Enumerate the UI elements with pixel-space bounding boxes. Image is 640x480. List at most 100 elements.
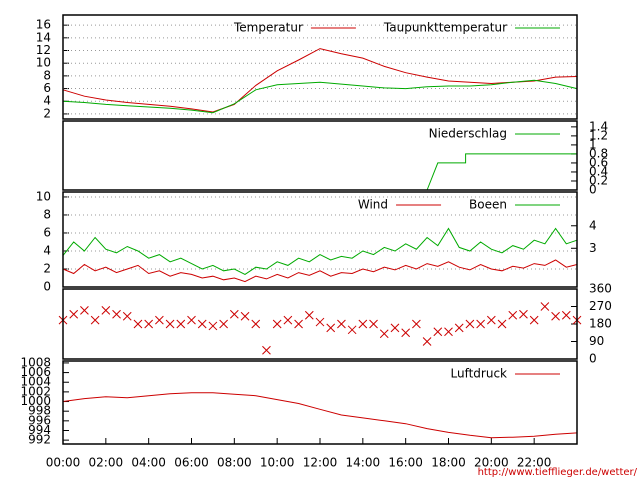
data-point [112, 309, 121, 319]
cross-stroke [422, 337, 432, 346]
x-tick-label: 12:00 [303, 456, 338, 470]
cross-stroke [326, 323, 336, 333]
cross-stroke [337, 319, 346, 329]
cross-stroke [69, 309, 79, 319]
panel-frame [62, 191, 578, 288]
data-point [444, 327, 453, 337]
x-tick-label: 20:00 [474, 456, 509, 470]
x-tick-label: 16:00 [388, 456, 423, 470]
cross-stroke [101, 306, 111, 315]
panel-frame [62, 120, 578, 191]
x-tick-label: 14:00 [346, 456, 381, 470]
y-tick-label: 1008 [20, 355, 51, 369]
data-point [133, 319, 143, 329]
data-point [144, 319, 154, 329]
y-tick-label: 2 [43, 106, 51, 120]
data-point [390, 323, 400, 333]
y-tick-label: 4 [43, 243, 51, 257]
cross-stroke [476, 319, 485, 329]
data-point [90, 315, 100, 325]
legend-label: Niederschlag [429, 127, 507, 141]
data-point [176, 319, 186, 329]
cross-stroke [497, 319, 507, 329]
data-point [122, 311, 132, 321]
x-tick-label: 18:00 [431, 456, 466, 470]
y-tick-label: 994 [28, 423, 51, 437]
cross-stroke [219, 319, 228, 329]
data-point [540, 302, 550, 311]
data-point [294, 319, 303, 329]
data-point [165, 319, 175, 329]
data-point [326, 323, 336, 333]
y-tick-label: 10 [36, 56, 51, 70]
y-tick-label: 1000 [20, 394, 51, 408]
data-point [251, 319, 261, 329]
data-point [304, 310, 314, 320]
y-tick-label: 10 [36, 189, 51, 203]
x-tick-label: 06:00 [174, 456, 209, 470]
cross-stroke [358, 319, 368, 329]
y-tick-label: 4 [43, 94, 51, 108]
y-tick-label: 0.2 [589, 173, 608, 187]
y-tick-label: 2 [43, 261, 51, 275]
cross-stroke [229, 309, 239, 319]
data-point [283, 315, 293, 325]
y-tick-label: 0 [589, 183, 597, 197]
cross-stroke [529, 315, 539, 325]
data-point [497, 319, 507, 329]
source-url: http://www.tiefflieger.de/wetter/ [478, 467, 638, 478]
legend-label: Wind [358, 198, 388, 212]
y-tick-label: 90 [589, 334, 604, 348]
cross-stroke [390, 323, 400, 333]
cross-stroke [165, 319, 175, 329]
cross-stroke [561, 310, 571, 320]
x-tick-label: 08:00 [217, 456, 252, 470]
cross-stroke [262, 345, 271, 355]
data-point [369, 319, 378, 329]
cross-stroke [283, 315, 293, 325]
data-point [69, 309, 79, 319]
data-line [62, 259, 578, 283]
data-point [229, 309, 239, 319]
y-tick-label: 180 [589, 317, 612, 331]
cross-stroke [315, 317, 325, 327]
cross-stroke [551, 311, 560, 321]
cross-stroke [486, 315, 496, 325]
data-point [347, 325, 357, 335]
data-point [80, 306, 89, 315]
y-tick-label: 1006 [20, 365, 51, 379]
data-point [433, 327, 443, 337]
cross-stroke [401, 328, 411, 338]
data-point [551, 311, 560, 321]
y-tick-label: 0.4 [589, 164, 608, 178]
data-point [337, 319, 346, 329]
cross-stroke [176, 319, 186, 329]
legend-label: Temperatur [233, 21, 303, 35]
y-tick-label: 1.2 [589, 128, 608, 142]
cross-stroke [80, 306, 89, 315]
data-point [561, 310, 571, 320]
y-tick-label: 14 [36, 30, 51, 44]
y-tick-label: 360 [589, 282, 612, 296]
y-tick-label: 8 [43, 68, 51, 82]
data-point [101, 306, 111, 315]
y-tick-label: 0 [589, 352, 597, 366]
cross-stroke [112, 309, 121, 319]
data-point [529, 315, 539, 325]
y-tick-label: 1004 [20, 375, 51, 389]
x-tick-label: 04:00 [131, 456, 166, 470]
y-tick-label: 998 [28, 404, 51, 418]
cross-stroke [379, 329, 389, 339]
panel-frame [62, 288, 578, 360]
cross-stroke [347, 325, 357, 335]
y2-tick-label: 4 [589, 218, 597, 232]
data-point [422, 337, 432, 346]
data-point [519, 309, 528, 319]
cross-stroke [208, 321, 218, 331]
y-tick-label: 6 [43, 81, 51, 95]
cross-stroke [197, 319, 207, 329]
legend-label: Boeen [469, 198, 507, 212]
y-tick-label: 1002 [20, 384, 51, 398]
data-point [197, 319, 207, 329]
